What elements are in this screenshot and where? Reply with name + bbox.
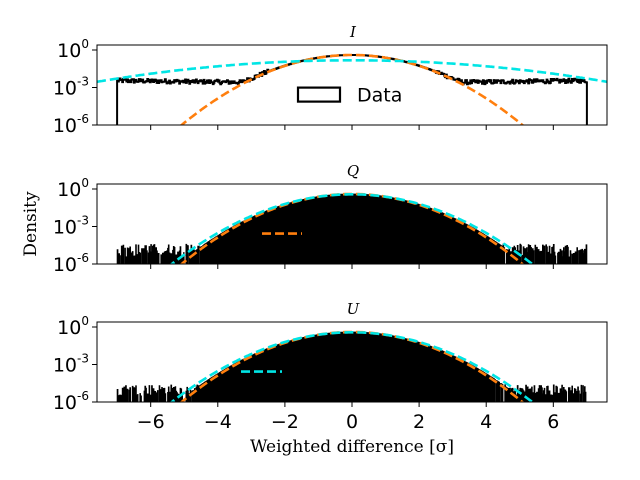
- x-tick-label: −2: [271, 411, 299, 433]
- fitted-gaussian-curve: [169, 331, 535, 402]
- fitted-gaussian-curve: [97, 59, 607, 84]
- legend-label: Data: [357, 85, 402, 107]
- x-tick-label: 6: [547, 411, 559, 433]
- y-axis-label: Density: [21, 191, 41, 257]
- y-tick-label: 10-6: [53, 389, 89, 414]
- x-tick-label: 2: [413, 411, 425, 433]
- white-noise-curve: [179, 53, 525, 125]
- y-tick-label: 10-6: [53, 251, 89, 276]
- x-tick-label: −4: [204, 411, 232, 433]
- panel-title: I: [349, 23, 357, 41]
- panel-u: −6 −4 −2 0 2 4 6 100 10-3 10-6 U Fitted Gaussian: [53, 300, 608, 433]
- x-tick-label: 0: [346, 411, 358, 433]
- panel-i: 100 10-3 10-6 I Data: [53, 23, 608, 137]
- y-tick-label: 10-3: [53, 214, 89, 239]
- x-tick-label: 4: [480, 411, 492, 433]
- legend-data-swatch: [296, 86, 342, 103]
- panel-title: U: [347, 300, 361, 318]
- y-tick-label: 100: [57, 314, 89, 339]
- y-tick-label: 100: [57, 176, 89, 201]
- x-axis-label: Weighted difference [σ]: [250, 437, 454, 457]
- fitted-gaussian-curve: [169, 193, 535, 264]
- panel-q: 100 10-3 10-6 Q White noise: [53, 162, 608, 276]
- panel-frame: [96, 44, 608, 126]
- legend-label: Fitted Gaussian: [298, 362, 445, 384]
- legend-label: White noise: [319, 224, 431, 246]
- x-tick-label: −6: [137, 411, 165, 433]
- y-tick-label: 100: [57, 37, 89, 62]
- y-tick-label: 10-3: [53, 75, 89, 100]
- y-tick-label: 10-6: [53, 112, 89, 137]
- panel-title: Q: [347, 162, 359, 180]
- data-histogram: [116, 54, 588, 125]
- y-tick-label: 10-3: [53, 352, 89, 377]
